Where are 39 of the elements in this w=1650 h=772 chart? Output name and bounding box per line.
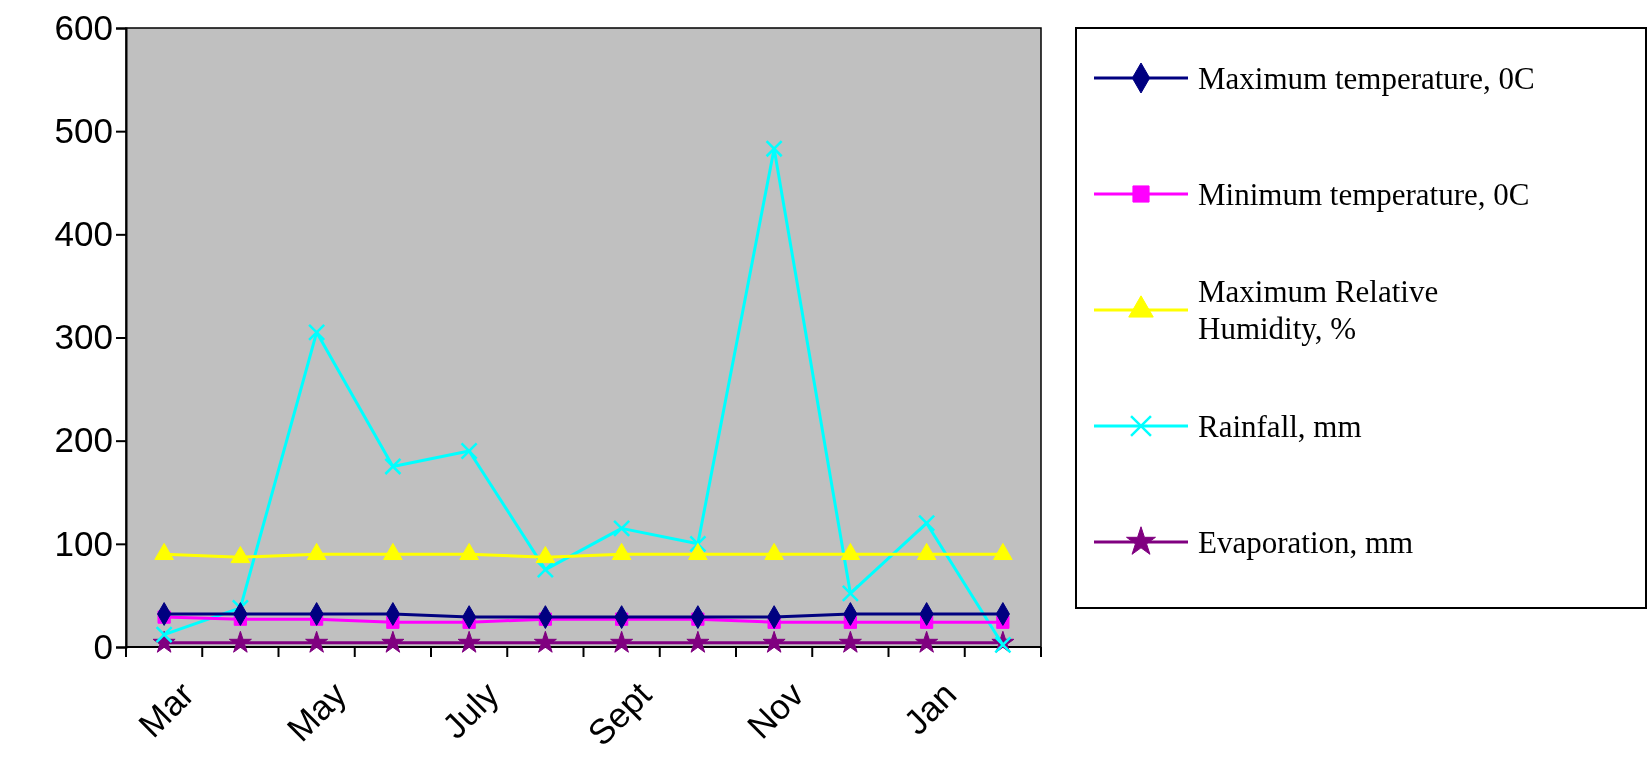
x-tick-label: Jan [895, 674, 964, 742]
y-tick-label: 0 [93, 626, 113, 666]
point [610, 630, 634, 653]
point [536, 560, 555, 579]
x-tick-label: July [434, 673, 507, 746]
point [686, 630, 710, 653]
legend-label: Rainfall, mm [1198, 408, 1362, 444]
y-tick-label: 600 [54, 7, 113, 47]
point [307, 323, 326, 342]
point [612, 519, 631, 538]
point [305, 630, 329, 653]
point [228, 630, 252, 653]
point [841, 584, 860, 603]
point [460, 442, 478, 460]
point [155, 625, 173, 644]
point [384, 457, 402, 476]
point [689, 535, 707, 553]
point [535, 546, 556, 564]
point [381, 630, 405, 653]
y-tick-label: 400 [54, 214, 113, 254]
y-tick-label: 100 [54, 523, 113, 563]
point [457, 630, 481, 653]
legend-label: Maximum Relative Humidity, % [1198, 274, 1439, 347]
point [838, 630, 862, 653]
point [915, 630, 939, 653]
point [917, 514, 936, 532]
legend-label: Minimum temperature, 0C [1198, 176, 1530, 212]
x-tick-label: Nov [739, 673, 812, 746]
point [765, 139, 783, 158]
y-tick-label: 300 [54, 317, 113, 357]
y-tick-label: 200 [54, 420, 113, 460]
point [533, 630, 557, 653]
point [762, 630, 786, 653]
y-tick-label: 500 [54, 110, 113, 150]
x-tick-label: May [279, 673, 354, 749]
legend-label: Evaporation, mm [1198, 524, 1414, 560]
point [230, 546, 251, 564]
x-tick-label: Mar [130, 673, 202, 745]
legend-label: Maximum temperature, 0C [1198, 60, 1535, 96]
